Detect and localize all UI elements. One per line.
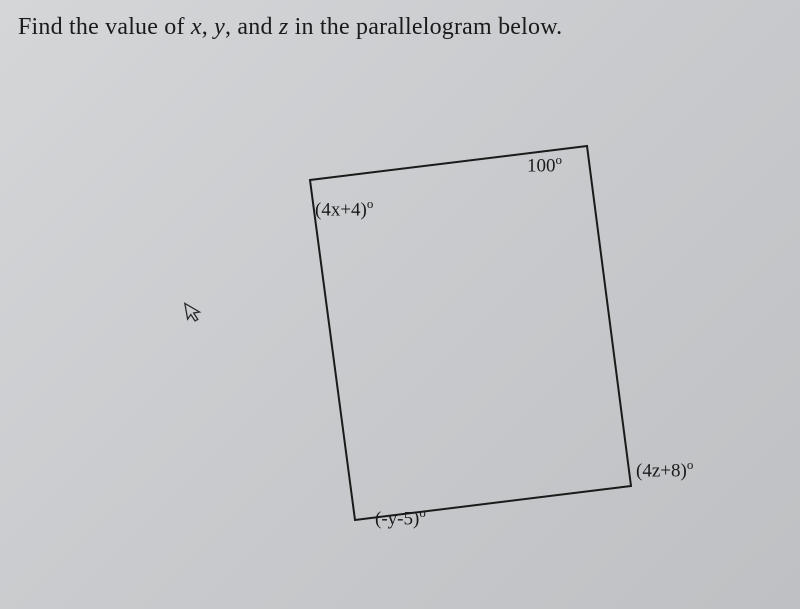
var-y: y [214,14,225,40]
parallelogram-diagram: 100o (4x+4)o (4z+8)o (-y-5)o [155,120,635,560]
degree-symbol: o [419,505,426,520]
question-text: Find the value of x, y, and z in the par… [18,14,562,41]
question-prefix: Find the value of [18,14,191,40]
angle-top-left-value: (4x+4) [315,199,367,220]
question-suffix: in the parallelogram below. [288,14,562,40]
var-z: z [279,14,289,40]
degree-symbol: o [556,152,563,167]
angle-top-left-label: (4x+4)o [315,196,373,221]
angle-bottom-right-value: (4z+8) [636,460,687,481]
angle-top-right-label: 100o [527,152,562,177]
degree-symbol: o [687,457,694,472]
angle-bottom-left-label: (-y-5)o [375,505,426,530]
angle-bottom-left-value: (-y-5) [375,508,419,529]
angle-bottom-right-label: (4z+8)o [636,457,693,482]
parallelogram-svg [155,120,715,560]
angle-top-right-value: 100 [527,155,556,176]
var-x: x [191,14,202,40]
degree-symbol: o [367,196,374,211]
